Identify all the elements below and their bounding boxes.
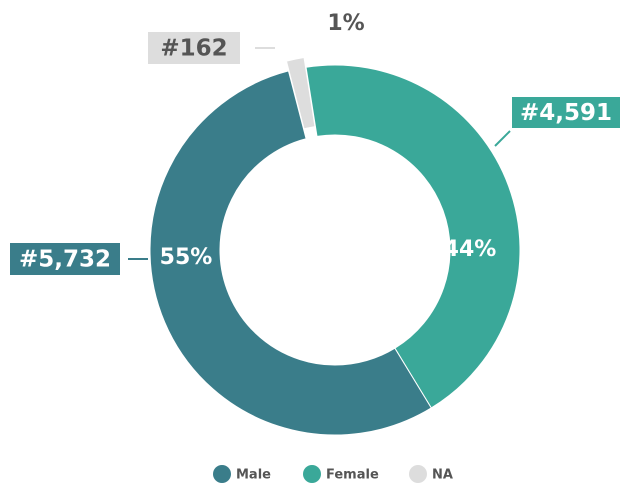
percent-label: 44% bbox=[444, 237, 497, 262]
value-label-box bbox=[10, 243, 120, 275]
legend-swatch bbox=[303, 465, 321, 483]
legend-label: Male bbox=[236, 468, 271, 483]
legend-swatch bbox=[409, 465, 427, 483]
donut-slice bbox=[149, 70, 432, 436]
leader-line bbox=[494, 130, 511, 147]
value-label-box bbox=[148, 32, 240, 64]
value-label: #5,732 bbox=[19, 247, 111, 273]
legend-swatch bbox=[213, 465, 231, 483]
value-label: #4,591 bbox=[520, 100, 612, 126]
donut-slice bbox=[285, 56, 316, 130]
percent-label: 55% bbox=[160, 245, 213, 270]
donut-slice bbox=[305, 64, 521, 409]
value-label: #162 bbox=[160, 36, 227, 62]
legend-label: NA bbox=[432, 468, 453, 483]
percent-label: 1% bbox=[327, 11, 364, 36]
legend-label: Female bbox=[326, 468, 379, 483]
value-label-box bbox=[512, 97, 620, 128]
